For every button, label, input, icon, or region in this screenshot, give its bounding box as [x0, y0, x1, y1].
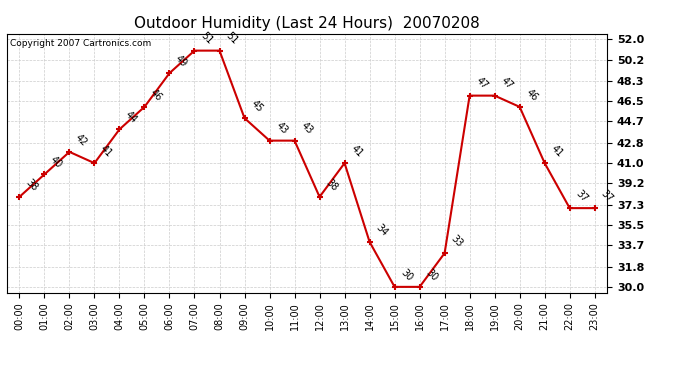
Text: 37: 37 [599, 188, 615, 204]
Text: 51: 51 [199, 31, 215, 46]
Text: 38: 38 [23, 177, 39, 193]
Text: 47: 47 [474, 76, 490, 92]
Text: 42: 42 [74, 132, 90, 148]
Text: 47: 47 [499, 76, 515, 92]
Text: 40: 40 [48, 154, 64, 170]
Text: 37: 37 [574, 188, 590, 204]
Text: 30: 30 [424, 267, 440, 283]
Text: 30: 30 [399, 267, 415, 283]
Text: 41: 41 [549, 143, 564, 159]
Text: 46: 46 [524, 87, 540, 103]
Text: 38: 38 [324, 177, 339, 193]
Text: 46: 46 [148, 87, 164, 103]
Text: 41: 41 [348, 143, 364, 159]
Text: 33: 33 [448, 233, 464, 249]
Text: 44: 44 [124, 110, 139, 125]
Text: 41: 41 [99, 143, 115, 159]
Text: 45: 45 [248, 98, 264, 114]
Text: 49: 49 [174, 53, 189, 69]
Text: 43: 43 [299, 121, 315, 136]
Text: Copyright 2007 Cartronics.com: Copyright 2007 Cartronics.com [10, 39, 151, 48]
Title: Outdoor Humidity (Last 24 Hours)  20070208: Outdoor Humidity (Last 24 Hours) 2007020… [134, 16, 480, 31]
Text: 51: 51 [224, 31, 239, 46]
Text: 34: 34 [374, 222, 389, 238]
Text: 43: 43 [274, 121, 289, 136]
